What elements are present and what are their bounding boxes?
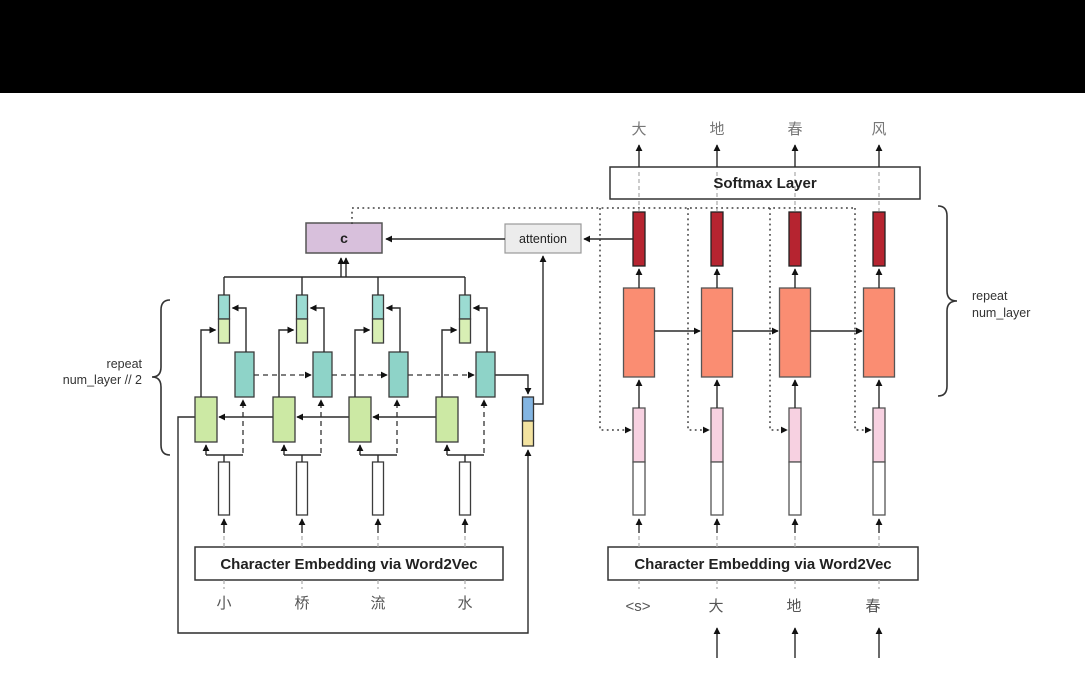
- decoder-context-concat-2: [710, 407, 724, 463]
- decoder-hidden-state-2: [710, 211, 724, 267]
- context-dotted-hook-3: [769, 208, 788, 434]
- context-dotted-hook-2: [687, 208, 710, 434]
- final-state-to-attention-arrow: [533, 255, 547, 405]
- decoder-lstm-cell-4: [862, 287, 896, 378]
- attention-label: attention: [519, 232, 567, 246]
- decoder-embedding-vector-3: [788, 461, 802, 516]
- encoder-forward-lstm-cell-4: [475, 351, 496, 398]
- decoder-input-token-3: 地: [786, 598, 801, 615]
- decoder-embedding-vector-2: [710, 461, 724, 516]
- softmax-layer-box: [609, 166, 921, 200]
- encoder-embedding-vector-2: [295, 461, 309, 516]
- softmax-layer-label: Softmax Layer: [713, 175, 817, 192]
- encoder-input-char-1: 小: [216, 595, 231, 612]
- backward-to-concat-arrow-4: [441, 326, 458, 397]
- encoder-backward-lstm-cell-4: [435, 396, 459, 443]
- context-dotted-hook-4: [854, 208, 872, 434]
- decoder-context-concat-1: [632, 407, 646, 463]
- decoder-embedding-vector-4: [872, 461, 886, 516]
- encoder-embedding-vector-1: [217, 461, 231, 516]
- decoder-embedding-label: Character Embedding via Word2Vec: [634, 556, 891, 573]
- encoder-forward-lstm-cell-3: [388, 351, 409, 398]
- decoder-lstm-cell-1: [622, 287, 656, 378]
- backward-final-state-wire: [177, 416, 532, 634]
- final-state-backward-part: [521, 420, 535, 447]
- decoder-hidden-state-1: [632, 211, 646, 267]
- encoder-input-char-3: 流: [370, 595, 385, 612]
- decoder-embedding-box: [607, 546, 919, 581]
- columns-layer: [194, 144, 896, 658]
- top-black-bar: [0, 0, 1085, 93]
- encoder-state-concat-top-2: [295, 294, 309, 320]
- decoder-embedding-vector-1: [632, 461, 646, 516]
- forward-to-concat-arrow-2: [309, 304, 325, 352]
- encoder-state-concat-top-3: [371, 294, 385, 320]
- encoder-input-char-2: 桥: [294, 595, 309, 612]
- encoder-backward-lstm-cell-3: [348, 396, 372, 443]
- decoder-hidden-state-3: [788, 211, 802, 267]
- forward-to-concat-arrow-4: [472, 304, 488, 352]
- decoder-output-char-4: 风: [871, 121, 886, 138]
- attention-box: [504, 223, 582, 254]
- encoder-input-char-4: 水: [457, 595, 472, 612]
- decoder-repeat-annotation-line1: repeat: [972, 289, 1008, 303]
- forward-to-concat-arrow-1: [231, 304, 247, 352]
- decoder-output-char-3: 春: [787, 121, 802, 138]
- decoder-repeat-annotation-line2: num_layer: [972, 306, 1030, 320]
- forward-final-state-wire: [495, 374, 532, 395]
- decoder-context-concat-4: [872, 407, 886, 463]
- context-dotted-hook-1: [599, 208, 632, 434]
- encoder-repeat-brace: [151, 299, 171, 456]
- encoder-repeat-annotation-line2: num_layer // 2: [63, 373, 142, 387]
- encoder-forward-lstm-cell-2: [312, 351, 333, 398]
- decoder-context-concat-3: [788, 407, 802, 463]
- context-vector-label: c: [340, 230, 348, 246]
- decoder-output-char-2: 地: [709, 121, 724, 138]
- encoder-backward-lstm-cell-2: [272, 396, 296, 443]
- encoder-forward-lstm-cell-1: [234, 351, 255, 398]
- encoder-backward-lstm-cell-1: [194, 396, 218, 443]
- encoder-state-concat-bottom-2: [295, 318, 309, 344]
- encoder-embedding-label: Character Embedding via Word2Vec: [220, 556, 477, 573]
- decoder-lstm-cell-3: [778, 287, 812, 378]
- encoder-state-concat-top-4: [458, 294, 472, 320]
- backward-to-concat-arrow-2: [278, 326, 295, 397]
- decoder-input-token-1: <s>: [625, 598, 650, 615]
- encoder-embedding-box: [194, 546, 504, 581]
- encoder-state-concat-top-1: [217, 294, 231, 320]
- context-vector-box: [305, 222, 383, 254]
- decoder-hidden-state-4: [872, 211, 886, 267]
- backward-to-concat-arrow-1: [200, 326, 217, 397]
- encoder-embedding-vector-3: [371, 461, 385, 516]
- decoder-output-char-1: 大: [631, 121, 646, 138]
- decoder-repeat-brace: [937, 205, 958, 397]
- encoder-state-concat-bottom-3: [371, 318, 385, 344]
- backward-to-concat-arrow-3: [354, 326, 371, 397]
- forward-to-concat-arrow-3: [385, 304, 401, 352]
- decoder-input-token-4: 春: [865, 598, 880, 615]
- encoder-state-concat-bottom-1: [217, 318, 231, 344]
- decoder-input-token-2: 大: [708, 598, 723, 615]
- decoder-lstm-cell-2: [700, 287, 734, 378]
- encoder-repeat-annotation-line1: repeat: [107, 357, 143, 371]
- final-state-forward-part: [521, 396, 535, 422]
- encoder-embedding-vector-4: [458, 461, 472, 516]
- encoder-state-concat-bottom-4: [458, 318, 472, 344]
